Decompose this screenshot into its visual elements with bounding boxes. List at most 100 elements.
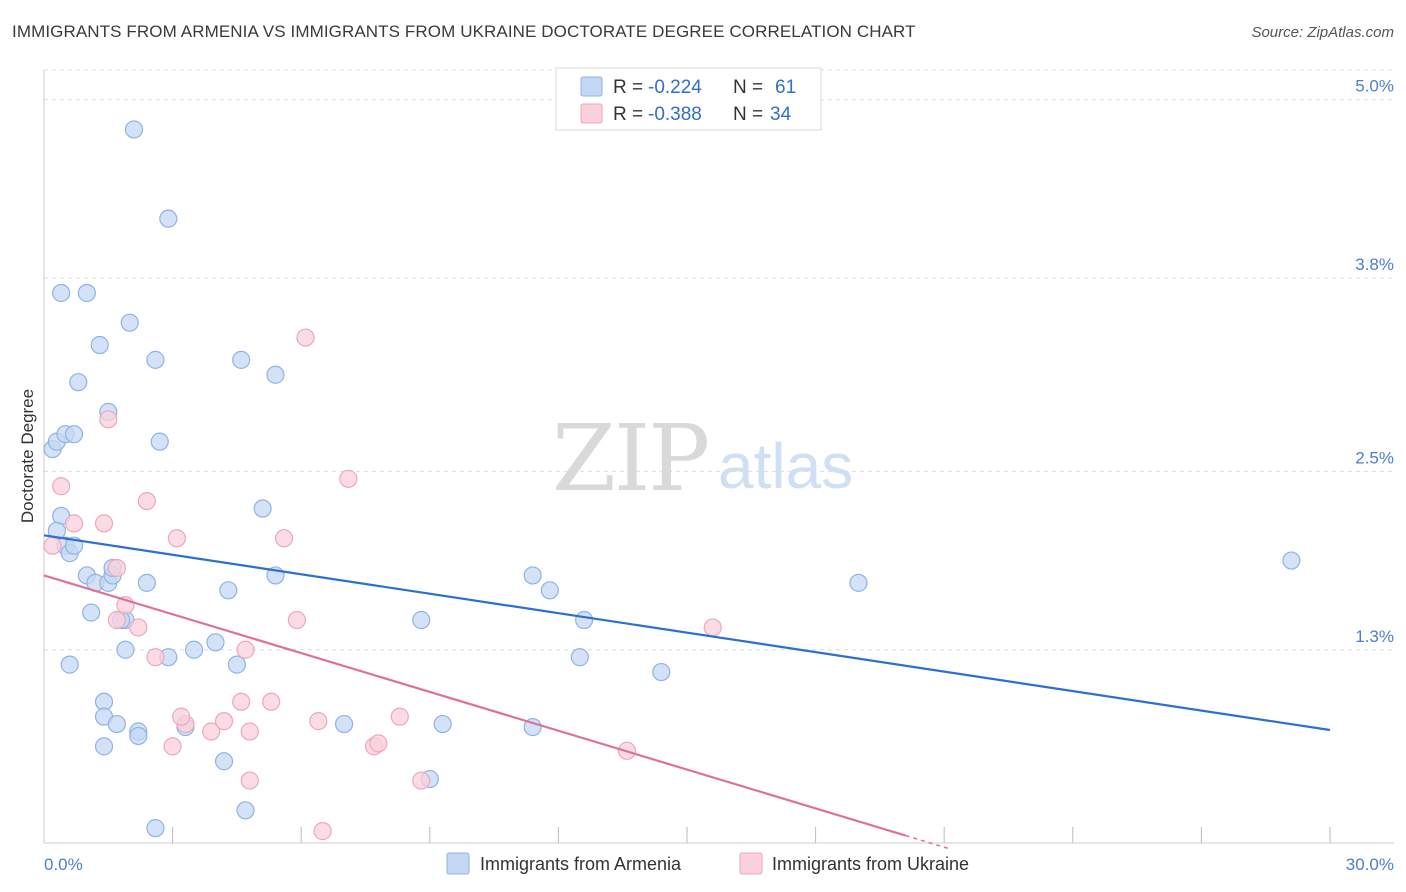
y-tick-label: 2.5% bbox=[1355, 448, 1394, 467]
ukraine-point bbox=[262, 692, 281, 711]
armenia-point bbox=[232, 350, 251, 369]
legend-armenia-n-value: 61 bbox=[775, 77, 796, 98]
ukraine-trendline-extension bbox=[905, 834, 949, 850]
y-tick-label: 5.0% bbox=[1355, 77, 1394, 96]
source-credit: Source: ZipAtlas.com bbox=[1251, 24, 1394, 41]
x-tick-label-min: 0.0% bbox=[44, 855, 83, 874]
armenia-point bbox=[652, 662, 671, 682]
armenia-trendline bbox=[43, 534, 1331, 732]
ukraine-point bbox=[167, 529, 186, 548]
armenia-point bbox=[94, 737, 114, 756]
armenia-point bbox=[82, 603, 101, 622]
ukraine-point bbox=[274, 529, 294, 548]
ukraine-point bbox=[202, 722, 221, 741]
armenia-point bbox=[77, 283, 96, 303]
armenia-point bbox=[69, 373, 88, 392]
armenia-point bbox=[107, 714, 126, 734]
armenia-point bbox=[159, 209, 178, 228]
ukraine-point bbox=[339, 469, 358, 488]
ukraine-point bbox=[240, 722, 259, 741]
armenia-point bbox=[570, 648, 589, 667]
armenia-point bbox=[849, 573, 868, 592]
armenia-point bbox=[214, 752, 234, 771]
ukraine-point bbox=[129, 618, 148, 637]
bottom-legend-ukraine: Immigrants from Ukraine bbox=[772, 854, 969, 874]
ukraine-trendline bbox=[43, 574, 906, 837]
ukraine-point bbox=[296, 328, 315, 347]
armenia-point bbox=[146, 819, 165, 838]
armenia-point bbox=[120, 313, 139, 332]
correlation-legend: R = -0.224 N = 61 R = -0.388 N = 34 bbox=[555, 67, 822, 131]
ukraine-point bbox=[163, 737, 182, 756]
armenia-point bbox=[150, 432, 169, 451]
legend-armenia-n-label: N = bbox=[733, 77, 763, 98]
armenia-point bbox=[219, 581, 238, 600]
legend-ukraine-n-label: N = bbox=[733, 104, 763, 125]
ukraine-point bbox=[309, 712, 328, 731]
ukraine-point bbox=[313, 822, 332, 841]
legend-ukraine-r-value: -0.388 bbox=[648, 104, 702, 125]
ukraine-point bbox=[214, 712, 234, 731]
armenia-point bbox=[236, 801, 255, 820]
ukraine-point bbox=[412, 771, 431, 790]
legend-swatch-armenia bbox=[580, 76, 603, 97]
armenia-point bbox=[266, 365, 285, 384]
ukraine-point bbox=[369, 734, 388, 753]
armenia-point bbox=[64, 425, 84, 444]
legend-ukraine-r-label: R = bbox=[613, 104, 643, 125]
ukraine-point bbox=[99, 410, 118, 429]
ukraine-point bbox=[52, 477, 71, 496]
armenia-point bbox=[523, 566, 542, 585]
ukraine-point bbox=[146, 648, 165, 667]
armenia-point bbox=[433, 714, 452, 734]
armenia-point bbox=[334, 714, 354, 734]
x-tick-label-max: 30.0% bbox=[1346, 855, 1394, 874]
legend-ukraine-n-value: 34 bbox=[770, 104, 792, 125]
y-tick-label: 1.3% bbox=[1355, 627, 1394, 646]
armenia-point bbox=[253, 499, 272, 518]
armenia-point bbox=[137, 573, 156, 592]
ukraine-point bbox=[240, 771, 259, 790]
armenia-point bbox=[52, 283, 71, 303]
armenia-point bbox=[540, 581, 559, 600]
ukraine-point bbox=[64, 514, 84, 533]
ukraine-point bbox=[287, 610, 307, 630]
bottom-legend-swatch-armenia bbox=[446, 852, 470, 875]
ukraine-point bbox=[94, 514, 114, 533]
ukraine-point bbox=[703, 618, 722, 637]
armenia-point bbox=[1282, 551, 1301, 570]
armenia-point bbox=[116, 640, 135, 659]
ukraine-point bbox=[390, 707, 409, 726]
armenia-point bbox=[227, 655, 246, 674]
legend-armenia-r-value: -0.224 bbox=[648, 77, 702, 98]
legend-armenia-r-label: R = bbox=[613, 77, 643, 98]
y-tick-labels: 1.3% 2.5% 3.8% 5.0% bbox=[1355, 77, 1394, 646]
watermark-atlas: atlas bbox=[718, 430, 853, 502]
armenia-point bbox=[146, 350, 165, 369]
trendlines bbox=[43, 534, 1331, 850]
armenia-point bbox=[412, 610, 431, 630]
series-legend: Immigrants from Armenia Immigrants from … bbox=[446, 852, 969, 875]
armenia-point bbox=[60, 655, 79, 674]
y-axis-title: Doctorate Degree bbox=[18, 389, 37, 523]
ukraine-point bbox=[137, 491, 156, 511]
armenia-point bbox=[129, 726, 148, 746]
y-tick-label: 3.8% bbox=[1355, 255, 1394, 274]
ukraine-point bbox=[232, 692, 251, 711]
ukraine-point bbox=[107, 610, 126, 630]
bottom-legend-armenia: Immigrants from Armenia bbox=[480, 854, 682, 874]
armenia-point bbox=[124, 120, 144, 139]
armenia-point bbox=[575, 610, 594, 630]
ukraine-point bbox=[236, 640, 255, 659]
ukraine-point bbox=[107, 558, 126, 578]
ukraine-point bbox=[43, 536, 62, 555]
armenia-point bbox=[184, 640, 204, 659]
axes bbox=[43, 70, 1394, 844]
series-ukraine-points bbox=[43, 328, 722, 841]
bottom-legend-swatch-ukraine bbox=[739, 852, 763, 875]
chart-title: IMMIGRANTS FROM ARMENIA VS IMMIGRANTS FR… bbox=[12, 22, 916, 41]
armenia-point bbox=[90, 335, 109, 355]
armenia-point bbox=[206, 633, 225, 652]
ukraine-point bbox=[172, 707, 191, 726]
